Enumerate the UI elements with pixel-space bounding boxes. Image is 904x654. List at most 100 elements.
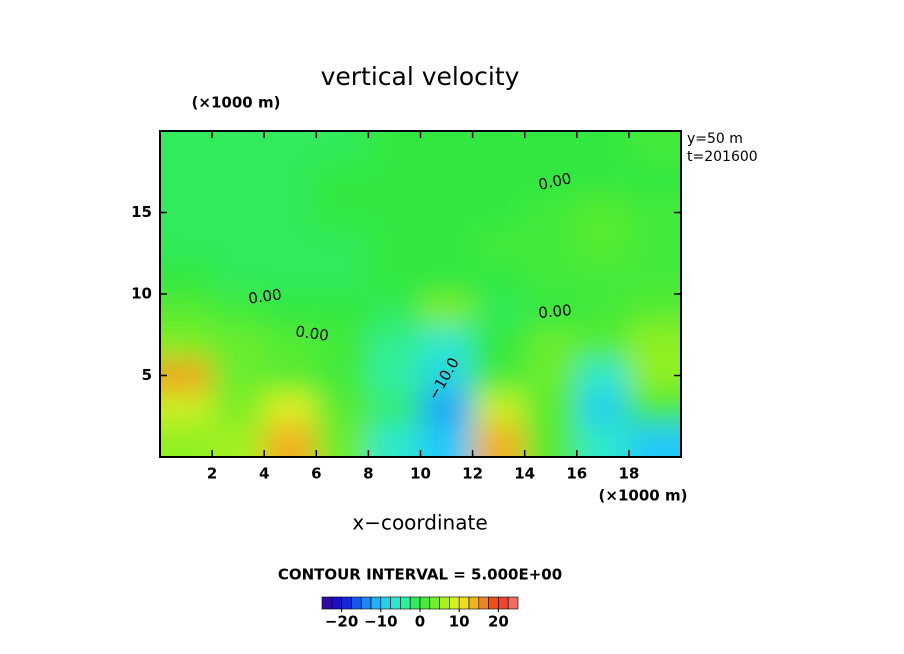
field-cell xyxy=(316,359,369,392)
field-cell xyxy=(316,294,369,327)
field-cell xyxy=(524,228,577,262)
field-cell xyxy=(420,228,473,262)
field-cell xyxy=(212,196,265,229)
field-cell xyxy=(160,294,213,327)
field-cell xyxy=(368,261,421,294)
field-cell xyxy=(160,131,213,164)
field-cell xyxy=(472,131,525,164)
field-cell xyxy=(212,228,265,262)
colorbar-segment xyxy=(360,596,372,610)
colorbar-segment xyxy=(409,596,421,610)
field-cell xyxy=(576,261,629,294)
field-cell xyxy=(524,196,577,229)
field-cell xyxy=(420,196,473,229)
colorbar-segment xyxy=(390,596,401,610)
field-cell xyxy=(628,391,681,425)
contour-label: 0.00 xyxy=(247,285,283,307)
y-tick-label: 10 xyxy=(131,285,152,303)
field-cell xyxy=(576,326,629,360)
x-tick-label: 2 xyxy=(207,465,217,483)
info-text: y=50 m xyxy=(687,131,743,147)
field-cell xyxy=(368,196,421,229)
field-cell xyxy=(472,391,525,425)
field-cell xyxy=(576,294,629,327)
field-cell xyxy=(524,261,577,294)
y-unit: (×1000 m) xyxy=(192,94,281,112)
field-cell xyxy=(212,163,265,197)
colorbar-segment xyxy=(488,596,499,610)
y-tick-label: 15 xyxy=(131,203,152,221)
field-cell xyxy=(212,131,265,164)
colorbar-segment xyxy=(429,596,440,610)
field-cell xyxy=(420,326,473,360)
field-cell xyxy=(264,196,317,229)
field-cell xyxy=(472,163,525,197)
colorbar-label: 0 xyxy=(415,613,425,631)
field-cell xyxy=(160,391,213,425)
x-tick-label: 4 xyxy=(259,465,269,483)
field-cell xyxy=(472,424,525,457)
field-cell xyxy=(316,261,369,294)
field-cells xyxy=(160,131,681,457)
field-cell xyxy=(576,228,629,262)
field-cell xyxy=(160,163,213,197)
field-cell xyxy=(368,359,421,392)
field-cell xyxy=(368,131,421,164)
colorbar-segment xyxy=(331,596,342,610)
field-cell xyxy=(524,424,577,457)
colorbar-label: −10 xyxy=(364,613,397,631)
x-tick-label: 16 xyxy=(566,465,587,483)
field-cell xyxy=(160,359,213,392)
field-cell xyxy=(628,424,681,457)
field-cell xyxy=(316,424,369,457)
field-cell xyxy=(576,424,629,457)
colorbar-segment xyxy=(478,596,489,610)
field-cell xyxy=(628,261,681,294)
field-cell xyxy=(316,228,369,262)
field-cell xyxy=(316,326,369,360)
info-text: t=201600 xyxy=(687,149,758,165)
colorbar-segment xyxy=(439,596,450,610)
contour-label: 0.00 xyxy=(294,322,330,344)
field-cell xyxy=(628,131,681,164)
colorbar-label: 10 xyxy=(449,613,470,631)
x-label: x−coordinate xyxy=(352,511,487,535)
contour-label: 0.00 xyxy=(538,301,573,322)
field-cell xyxy=(420,294,473,327)
field-cell xyxy=(420,261,473,294)
colorbar-segment xyxy=(400,596,411,610)
colorbar-segment xyxy=(507,596,519,610)
field-cell xyxy=(576,131,629,164)
x-tick-label: 12 xyxy=(462,465,483,483)
field-cell xyxy=(368,424,421,457)
field-cell xyxy=(368,163,421,197)
field-cell xyxy=(472,359,525,392)
field-cell xyxy=(316,163,369,197)
field-cell xyxy=(524,163,577,197)
colorbar-segment xyxy=(498,596,509,610)
field-cell xyxy=(160,228,213,262)
field-cell xyxy=(472,196,525,229)
x-unit: (×1000 m) xyxy=(599,487,688,505)
colorbar-segment xyxy=(458,596,470,610)
x-tick-label: 18 xyxy=(618,465,639,483)
colorbar-label: 20 xyxy=(488,613,509,631)
contour-note: CONTOUR INTERVAL = 5.000E+00 xyxy=(278,566,562,584)
field-cell xyxy=(212,261,265,294)
field-cell xyxy=(524,359,577,392)
field-cell xyxy=(628,326,681,360)
field-cell xyxy=(420,424,473,457)
field-cell xyxy=(524,326,577,360)
field-cell xyxy=(264,294,317,327)
x-tick-label: 6 xyxy=(311,465,321,483)
field-cell xyxy=(212,359,265,392)
field-cell xyxy=(264,228,317,262)
field-cell xyxy=(264,261,317,294)
field-cell xyxy=(264,163,317,197)
colorbar-segment xyxy=(468,596,480,610)
x-tick-label: 10 xyxy=(410,465,431,483)
field-cell xyxy=(368,228,421,262)
x-tick-label: 8 xyxy=(363,465,373,483)
field-cell xyxy=(628,196,681,229)
field-cell xyxy=(628,294,681,327)
